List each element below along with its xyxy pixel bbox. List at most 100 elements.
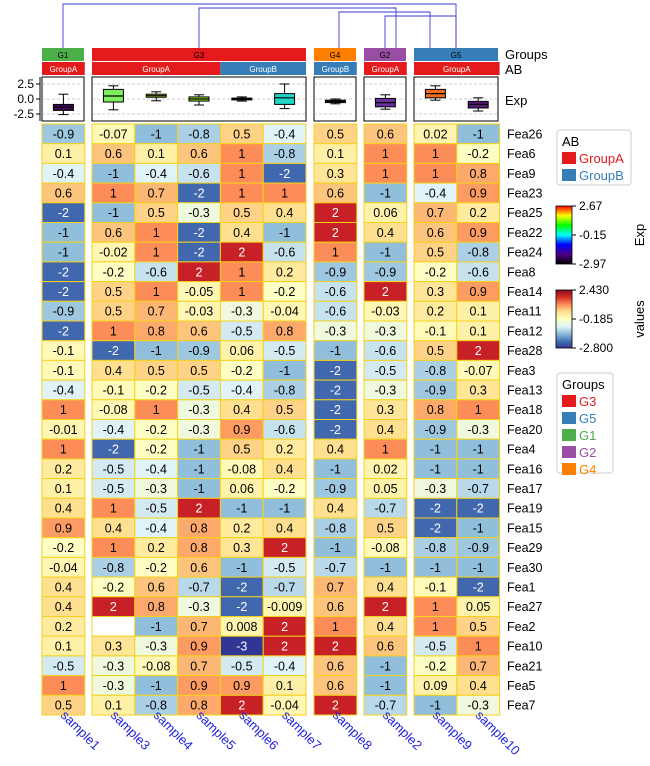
heatmap-cell-value: 0.6	[427, 226, 444, 240]
heatmap-cell-value: 1	[110, 324, 117, 338]
row-label: Fea5	[507, 679, 536, 693]
heatmap-cell-value: -0.5	[425, 640, 447, 654]
heatmap-cell-value: 0.2	[55, 462, 72, 476]
heatmap-cell-value: -0.2	[274, 285, 296, 299]
heatmap-cell-value: 0.2	[276, 443, 293, 457]
heatmap-cell-value: 0.3	[233, 541, 250, 555]
heatmap-cell-value: 0.4	[470, 679, 487, 693]
heatmap-cell-value: 0.4	[377, 226, 394, 240]
heatmap-cell-value: -2	[58, 265, 69, 279]
heatmap-cell-value: -0.6	[274, 423, 296, 437]
heatmap-cell-value: -1	[380, 561, 391, 575]
dendrogram-branch-g4	[338, 11, 431, 48]
boxplot-y-tick-label: 0.0	[17, 92, 34, 106]
groups-legend-item-label: G5	[579, 411, 596, 426]
heatmap-cell-value: 0.8	[276, 324, 293, 338]
heatmap-cell-value: 0.6	[327, 659, 344, 673]
row-label: Fea19	[507, 502, 542, 516]
heatmap-cell-value: -0.4	[231, 383, 253, 397]
heatmap-cell-value: -1	[330, 344, 341, 358]
heatmap-cell-value: -0.9	[188, 344, 210, 358]
heatmap-cell-value: -0.3	[188, 403, 210, 417]
heatmap-cell-value: -0.5	[274, 344, 296, 358]
exp-legend-bar	[555, 205, 573, 265]
heatmap-cell-value: 0.5	[327, 127, 344, 141]
heatmap-cell-value: -0.5	[103, 462, 125, 476]
ab-legend-item-label: GroupA	[579, 151, 624, 166]
heatmap-cell-value: -1	[473, 127, 484, 141]
group-bar-G4	[314, 48, 356, 61]
heatmap-cell-value: 0.7	[427, 206, 444, 220]
heatmap-cell-value: -1	[279, 364, 290, 378]
heatmap-cell-value: -1	[380, 679, 391, 693]
heatmap-cell-value: -3	[236, 640, 247, 654]
heatmap-cell-value: 0.6	[327, 679, 344, 693]
heatmap-cell-value: -2	[279, 167, 290, 181]
heatmap-cell-value: -1	[151, 620, 162, 634]
heatmap-cell-value: -0.6	[467, 265, 489, 279]
heatmap-cell-value: 1	[475, 640, 482, 654]
exp-legend-tick-label: -0.15	[579, 228, 607, 242]
heatmap-cell-value: -0.07	[99, 127, 128, 141]
heatmap-cell-value: 0.9	[190, 679, 207, 693]
heatmap-cell-value: 0.5	[55, 699, 72, 713]
heatmap-cell	[313, 694, 358, 716]
heatmap-cell-value: 0.4	[276, 462, 293, 476]
heatmap-cell-value: 0.9	[470, 226, 487, 240]
heatmap-cell-value: 1	[432, 167, 439, 181]
dendrogram-root-branch	[62, 3, 457, 48]
row-label: Fea1	[507, 580, 536, 594]
heatmap-cell	[456, 694, 501, 716]
heatmap-cell-value: -0.3	[188, 423, 210, 437]
heatmap-cell-value: -0.8	[145, 699, 167, 713]
heatmap-cell-value: 0.3	[427, 285, 444, 299]
annotation-label: Groups	[505, 47, 548, 62]
heatmap-cell-value: 0.4	[377, 423, 394, 437]
heatmap-cell-value: -0.4	[145, 167, 167, 181]
heatmap-cell-value: 1	[382, 167, 389, 181]
heatmap-cell-value: 0.2	[470, 206, 487, 220]
heatmap-cell-value: -1	[108, 206, 119, 220]
heatmap-cell-value: -2	[430, 502, 441, 516]
heatmap-cell-value: -1	[236, 502, 247, 516]
heatmap-cell-value: 2	[332, 206, 339, 220]
heatmap-cell-value: -0.1	[53, 364, 75, 378]
heatmap-cell-value: 0.4	[327, 502, 344, 516]
heatmap-cell-value: -0.9	[53, 305, 75, 319]
heatmap-cell-value: -0.4	[145, 521, 167, 535]
group-bar-label: G1	[58, 51, 69, 60]
heatmap-cell-value: 1	[110, 541, 117, 555]
heatmap-cell-value: 1	[238, 285, 245, 299]
heatmap-cell-value: -1	[193, 462, 204, 476]
heatmap-cell-value: 0.7	[148, 186, 165, 200]
heatmap-cell-value: 0.2	[148, 541, 165, 555]
heatmap-cell-value: -0.2	[274, 482, 296, 496]
heatmap-cell-value: -0.8	[188, 127, 210, 141]
heatmap-cell-value: -1	[108, 167, 119, 181]
heatmap-cell-value: -2	[473, 580, 484, 594]
row-label: Fea10	[507, 640, 542, 654]
heatmap-cell-value: -1	[473, 462, 484, 476]
heatmap-cell-value: 0.5	[105, 285, 122, 299]
heatmap-cell-value: 0.6	[327, 186, 344, 200]
heatmap-cell-value: 1	[153, 246, 160, 260]
heatmap-cell-value: 0.7	[148, 305, 165, 319]
heatmap-cell-value: 2	[281, 620, 288, 634]
row-label: Fea28	[507, 344, 542, 358]
heatmap-cell-value: 0.1	[470, 305, 487, 319]
heatmap-cell-value: -1	[380, 186, 391, 200]
heatmap-cell-value: -0.03	[185, 305, 214, 319]
heatmap-cell-value: -1	[380, 659, 391, 673]
heatmap-cell-value: -0.7	[274, 580, 296, 594]
ab-bar-segment	[364, 62, 407, 75]
heatmap-cell-value: -1	[193, 482, 204, 496]
values-legend-tick-label: -2.800	[579, 341, 613, 355]
ab-annotation-bar: GroupA GroupA GroupB GroupB GroupA GroupA	[42, 62, 500, 75]
heatmap-cell-value: 0.2	[55, 620, 72, 634]
ab-legend-title: AB	[562, 134, 579, 149]
heatmap-cell-value: -2	[193, 246, 204, 260]
heatmap-cell-value: 0.02	[423, 127, 447, 141]
heatmap-cell-value: 0.9	[470, 186, 487, 200]
heatmap-cell-value: 2	[238, 246, 245, 260]
